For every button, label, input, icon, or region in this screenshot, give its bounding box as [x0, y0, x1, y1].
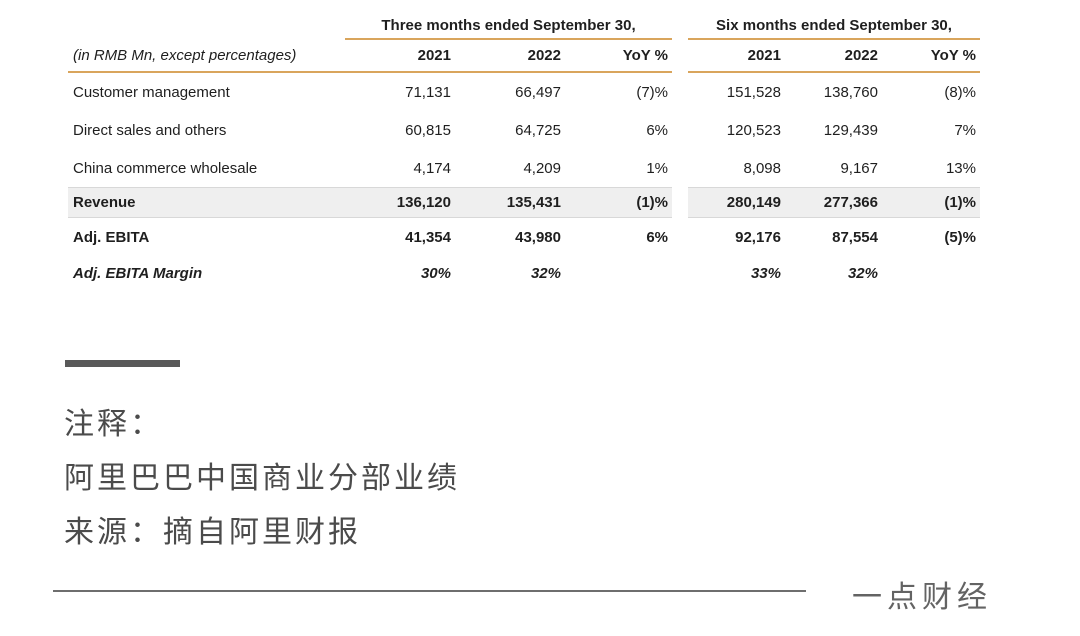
cell-value: 138,760	[823, 83, 878, 101]
row-label: Adj. EBITA	[73, 228, 150, 246]
section-gap	[672, 256, 688, 290]
table-row: Revenue 136,120 135,431 (1)% 280,149 277,366(…	[68, 187, 982, 218]
section-gap	[672, 149, 688, 187]
table-row: China commerce wholesale 4,174 4,209 1% 8,09…	[68, 149, 982, 187]
cell-value: 6%	[646, 228, 668, 246]
notes-caption: 阿里巴巴中国商业分部业绩	[64, 461, 460, 496]
cell-value: 30%	[420, 264, 451, 282]
table-body: Customer management 71,131 66,497 (7)% 151,5…	[68, 73, 982, 290]
column-header-row: (in RMB Mn, except percentages) 2021 202…	[68, 40, 982, 73]
unit-label: (in RMB Mn, except percentages)	[68, 40, 345, 73]
cell-value	[565, 256, 672, 290]
cell-value: (1)%	[882, 187, 980, 218]
cell-value: (1)%	[565, 187, 672, 218]
cell-value: 136,120	[345, 187, 455, 218]
row-label: Direct sales and others	[73, 121, 227, 139]
table-row: Direct sales and others 60,815 64,725 6% 120…	[68, 111, 982, 149]
col-header-3mo-2021: 2021	[345, 40, 455, 73]
section-title-row: Three months ended September 30, Six mon…	[68, 12, 982, 40]
cell-value: 151,528	[726, 83, 781, 101]
cell-value: 87,554	[832, 228, 878, 246]
cell-value: 129,439	[823, 121, 878, 139]
cell-value: 7%	[954, 121, 976, 139]
cell-value: 60,815	[405, 121, 451, 139]
financial-table: Three months ended September 30, Six mon…	[68, 12, 982, 290]
section-title-six-months: Six months ended September 30,	[688, 12, 980, 40]
cell-value: (7)%	[636, 83, 668, 101]
title-row-spacer	[68, 12, 345, 40]
brand-logo-text: 一点财经	[852, 580, 992, 615]
row-label: Revenue	[68, 187, 345, 218]
cell-value: 32%	[847, 264, 878, 282]
col-header-6mo-2022: 2022	[785, 40, 882, 73]
cell-value: 280,149	[688, 187, 785, 218]
cell-value: (5)%	[944, 228, 976, 246]
col-header-3mo-yoy: YoY %	[565, 40, 672, 73]
cell-value: 66,497	[515, 83, 561, 101]
cell-value: 4,174	[413, 159, 451, 177]
cell-value: 32%	[530, 264, 561, 282]
col-header-6mo-2021: 2021	[688, 40, 785, 73]
notes-block: 注释： 阿里巴巴中国商业分部业绩 来源：摘自阿里财报	[64, 398, 460, 560]
table-row: Adj. EBITA Margin 30% 32% 33% 32%	[68, 256, 982, 290]
cell-value: 43,980	[515, 228, 561, 246]
cell-value: 6%	[646, 121, 668, 139]
row-label: Customer management	[73, 83, 230, 101]
section-title-three-months: Three months ended September 30,	[345, 12, 672, 40]
cell-value: 33%	[750, 264, 781, 282]
cell-value: 277,366	[785, 187, 882, 218]
col-header-6mo-yoy: YoY %	[882, 40, 980, 73]
cell-value: 135,431	[455, 187, 565, 218]
table-row: Customer management 71,131 66,497 (7)% 151,5…	[68, 73, 982, 111]
table-row: Adj. EBITA 41,354 43,980 6% 92,176 87,554 (5)%	[68, 218, 982, 256]
section-gap	[672, 12, 688, 40]
notes-heading: 注释：	[64, 407, 163, 442]
cell-value: 71,131	[405, 83, 451, 101]
cell-value: 41,354	[405, 228, 451, 246]
section-gap	[672, 218, 688, 256]
section-gap	[672, 73, 688, 111]
cell-value: 64,725	[515, 121, 561, 139]
notes-source: 来源：摘自阿里财报	[64, 515, 361, 550]
cell-value: 13%	[945, 159, 976, 177]
row-label: China commerce wholesale	[73, 159, 258, 177]
cell-value: 1%	[646, 159, 668, 177]
section-gap	[672, 111, 688, 149]
cell-value: 8,098	[743, 159, 781, 177]
section-gap	[672, 187, 688, 218]
col-header-3mo-2022: 2022	[455, 40, 565, 73]
cell-value: (8)%	[944, 83, 976, 101]
cell-value: 92,176	[735, 228, 781, 246]
row-label: Adj. EBITA Margin	[73, 264, 203, 282]
cell-value: 120,523	[726, 121, 781, 139]
section-divider-bar	[65, 360, 180, 367]
cell-value: 4,209	[523, 159, 561, 177]
cell-value	[882, 256, 980, 290]
section-gap	[672, 40, 688, 73]
cell-value: 9,167	[840, 159, 878, 177]
footer-rule	[53, 590, 806, 592]
